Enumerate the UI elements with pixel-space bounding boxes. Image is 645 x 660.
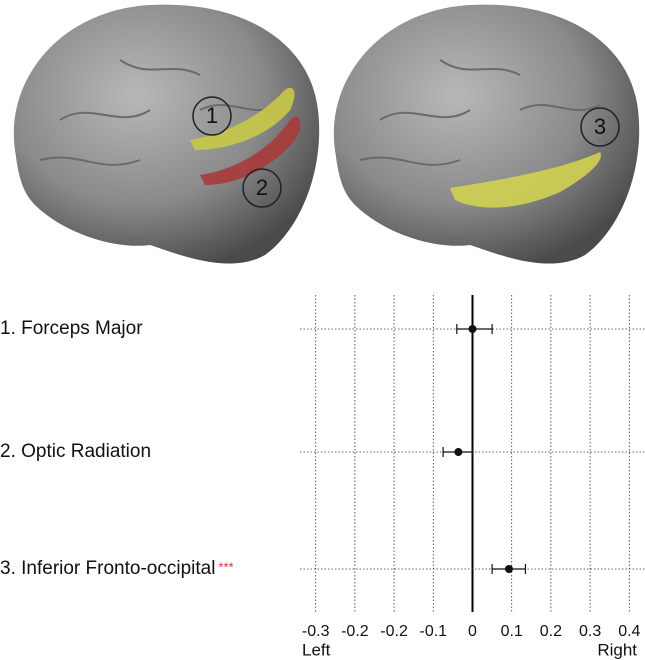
x-tick-label: -0.3 <box>302 623 330 640</box>
x-tick-label: 0 <box>468 623 477 640</box>
x-tick-label: 0.1 <box>501 623 523 640</box>
region-label: 1 <box>206 103 218 128</box>
region-label: 2 <box>256 175 268 200</box>
estimate-dot <box>469 325 477 333</box>
estimate-dot <box>505 565 513 573</box>
estimate-dot <box>454 448 462 456</box>
brain-left <box>14 5 319 264</box>
x-axis-label-right: Right <box>597 640 637 659</box>
significance-marker: *** <box>218 559 233 574</box>
x-axis-label-left: Left <box>302 640 331 659</box>
x-tick-label: 0.3 <box>579 623 601 640</box>
x-tick-label: -0.1 <box>420 623 448 640</box>
category-label: 1. Forceps Major <box>0 318 143 339</box>
region-label: 3 <box>594 114 606 139</box>
category-label: 3. Inferior Fronto-occipital <box>0 558 215 579</box>
x-tick-label: 0.2 <box>540 623 562 640</box>
figure: 1 2 3 -0.3 -0.2 -0.2 -0.1 0 0.1 0.2 0.3 0.4 Left Righ… <box>0 0 645 660</box>
category-label: 2. Optic Radiation <box>0 441 151 462</box>
x-tick-label: 0.4 <box>618 623 640 640</box>
x-tick-label: -0.2 <box>341 623 369 640</box>
x-tick-label: -0.2 <box>380 623 408 640</box>
